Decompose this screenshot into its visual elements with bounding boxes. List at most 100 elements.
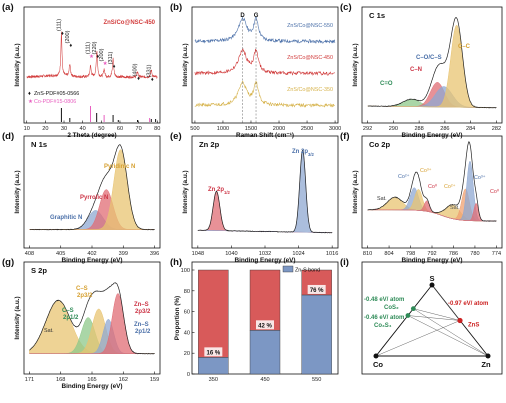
legend-label: ZnS-PDF#05-0566 bbox=[34, 91, 79, 97]
y-axis-label: Intensity (a.u.) bbox=[352, 170, 359, 213]
y-tick-label: 20 bbox=[184, 351, 190, 357]
x-tick-label: 402 bbox=[87, 251, 96, 257]
component-label: Zn 2p1/2 bbox=[208, 187, 230, 195]
x-tick-label: 1500 bbox=[245, 126, 257, 132]
xps-envelope bbox=[367, 17, 497, 109]
peak-marker: ♦ bbox=[96, 54, 99, 60]
panel-e: (e) 1048 1040 1032 1024 1016 Binding Energy (e… bbox=[170, 131, 339, 264]
component-label: Graphitic N bbox=[50, 215, 82, 221]
legend-marker: ♦ bbox=[28, 91, 31, 97]
vertex-label: Zn bbox=[481, 360, 491, 369]
xps-envelope bbox=[29, 144, 155, 231]
x-tick-label: 30 bbox=[61, 126, 67, 132]
band-label: D bbox=[240, 13, 245, 19]
panel-a: (a) 10 20 30 40 50 60 70 80 2 Theta (degree) Inten… bbox=[2, 2, 161, 139]
plot-frame bbox=[361, 261, 503, 375]
panel-d: (d) 408 405 402 399 396 Binding Energy (eV) Int… bbox=[2, 131, 161, 264]
peak-marker: ♦ bbox=[69, 43, 72, 49]
peak-marker: ♦ bbox=[137, 76, 140, 82]
component-label: C–S bbox=[76, 286, 88, 292]
panel-title: C 1s bbox=[369, 11, 385, 20]
bar-label-bg bbox=[256, 320, 274, 330]
component-label: Sat. bbox=[450, 205, 460, 211]
tie-line bbox=[413, 308, 489, 357]
x-tick-label: 1024 bbox=[292, 251, 304, 257]
component-sublabel: 2p1/2 bbox=[63, 315, 79, 321]
subscript: 3/2 bbox=[308, 152, 314, 157]
peak-label: (111) bbox=[86, 42, 92, 54]
x-tick-label: 450 bbox=[260, 377, 269, 383]
legend-marker: ★ bbox=[28, 98, 33, 105]
bar-label-bg bbox=[204, 347, 223, 357]
peak-label: (200) bbox=[99, 48, 105, 61]
x-tick-label: 804 bbox=[384, 251, 393, 257]
x-tick-label: 10 bbox=[24, 126, 30, 132]
x-tick-label: 792 bbox=[427, 251, 436, 257]
x-tick-label: 408 bbox=[25, 251, 34, 257]
x-tick-label: 159 bbox=[150, 377, 159, 383]
panel-title: Co 2p bbox=[369, 140, 390, 149]
component-sublabel: 2p3/2 bbox=[135, 309, 151, 315]
fit-component bbox=[197, 190, 333, 233]
sample-label: ZnS/Co@NSC-450 bbox=[103, 20, 155, 26]
raman-trace bbox=[194, 47, 336, 77]
peak-marker: ★ bbox=[89, 53, 94, 60]
formation-energy: -0.97 eV/ atom bbox=[448, 301, 488, 307]
peak-label: (311) bbox=[108, 52, 114, 65]
plot-frame bbox=[361, 135, 503, 249]
component-label: Co⁰ bbox=[490, 189, 499, 195]
component-sublabel: 2p3/2 bbox=[77, 293, 93, 299]
bar-zns bbox=[198, 357, 229, 375]
peak-marker: ♦ bbox=[113, 64, 116, 70]
component-label: Zn 2p3/2 bbox=[292, 149, 314, 157]
panel-f: (f) 810 804 798 792 786 780 774 Binding Energy (… bbox=[340, 131, 503, 264]
y-axis-label: Intensity (a.u.) bbox=[14, 170, 21, 213]
y-axis-label: Intensity (a.u.) bbox=[14, 43, 21, 86]
tie-line bbox=[407, 315, 461, 321]
bar-remainder bbox=[198, 269, 229, 358]
xps-envelope bbox=[367, 141, 497, 222]
phase-point bbox=[410, 306, 416, 312]
panel-label: (a) bbox=[2, 2, 14, 13]
x-tick-label: 50 bbox=[98, 126, 104, 132]
tie-line bbox=[431, 284, 461, 321]
peak-label: (331) bbox=[146, 64, 152, 77]
x-tick-label: 550 bbox=[312, 377, 321, 383]
x-tick-label: 2000 bbox=[273, 126, 285, 132]
formation-energy: -0.48 eV/ atom bbox=[364, 297, 404, 303]
y-tick-label: 40 bbox=[184, 330, 190, 336]
plot-frame bbox=[23, 135, 161, 249]
xps-envelope bbox=[197, 149, 333, 234]
x-tick-label: 1016 bbox=[326, 251, 338, 257]
component-label: Co⁰ bbox=[428, 184, 437, 190]
x-axis-label: 2 Theta (degree) bbox=[67, 132, 116, 139]
x-tick-label: 810 bbox=[363, 251, 372, 257]
x-axis-label: Binding Energy (eV) bbox=[401, 257, 462, 264]
x-tick-label: 500 bbox=[190, 126, 199, 132]
component-label: Zn–S bbox=[134, 322, 149, 328]
x-tick-label: 286 bbox=[440, 126, 449, 132]
x-tick-label: 786 bbox=[449, 251, 458, 257]
component-label: Co²⁺ bbox=[444, 184, 456, 190]
fit-component bbox=[367, 25, 497, 108]
phase-name: Co₃S₄ bbox=[374, 323, 392, 329]
phase-name: CoS₂ bbox=[384, 305, 399, 311]
component-label: Sat. bbox=[44, 328, 54, 334]
y-tick-label: 100 bbox=[181, 268, 190, 274]
vertex-label: Co bbox=[373, 360, 383, 369]
panel-label: (d) bbox=[2, 131, 14, 142]
peak-marker: ♦ bbox=[151, 77, 154, 83]
peak-marker: ★ bbox=[103, 60, 108, 67]
component-label: Sat. bbox=[377, 196, 387, 202]
fit-component bbox=[29, 293, 155, 354]
tie-line bbox=[375, 320, 461, 357]
panel-label: (f) bbox=[340, 131, 350, 142]
panel-b: (b) 500 1000 1500 2000 2500 3000 Raman Shift (c… bbox=[170, 2, 341, 139]
phase-point bbox=[405, 313, 411, 318]
x-tick-label: 168 bbox=[56, 377, 65, 383]
panel-title: N 1s bbox=[31, 140, 47, 149]
subscript: 1/2 bbox=[224, 190, 230, 195]
component-label: C–C bbox=[458, 44, 471, 50]
panel-label: (b) bbox=[170, 2, 182, 13]
